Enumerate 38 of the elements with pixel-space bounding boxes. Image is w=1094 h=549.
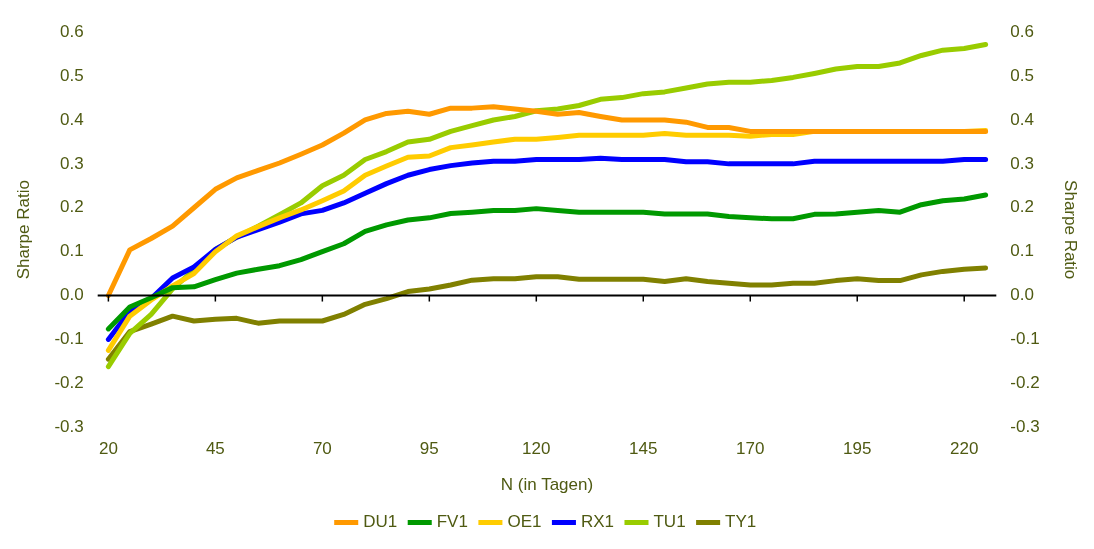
legend-label: TY1 <box>725 512 757 532</box>
x-tick-label: 45 <box>205 439 225 459</box>
y2-tick-label: 0.3 <box>1010 153 1034 173</box>
y2-tick-label: 0.2 <box>1010 197 1034 217</box>
legend-label: TU1 <box>653 512 686 532</box>
y-tick-label: -0.1 <box>54 329 84 349</box>
y2-axis-title: Sharpe Ratio <box>1061 180 1081 280</box>
y2-tick-label: 0.6 <box>1010 21 1034 41</box>
x-tick-label: 195 <box>843 439 872 459</box>
y2-tick-label: -0.3 <box>1010 416 1040 436</box>
y2-tick-label: 0.1 <box>1010 241 1034 261</box>
x-axis-title: N (in Tagen) <box>500 475 594 495</box>
y2-tick-label: 0.4 <box>1010 109 1034 129</box>
y2-tick-label: 0.0 <box>1010 285 1034 305</box>
y-tick-label: 0.2 <box>60 197 84 217</box>
y2-tick-label: 0.5 <box>1010 65 1034 85</box>
y2-tick-label: -0.1 <box>1010 329 1040 349</box>
x-tick-label: 220 <box>950 439 979 459</box>
legend-label: RX1 <box>580 512 614 532</box>
y-tick-label: 0.5 <box>60 65 84 85</box>
y-axis-title: Sharpe Ratio <box>13 180 33 280</box>
x-tick-label: 95 <box>419 439 439 459</box>
x-tick-label: 20 <box>98 439 118 459</box>
x-tick-label: 170 <box>736 439 765 459</box>
x-tick-label: 145 <box>629 439 658 459</box>
x-tick-label: 120 <box>522 439 551 459</box>
y-tick-label: -0.2 <box>54 373 84 392</box>
y-tick-label: 0.1 <box>60 241 84 261</box>
legend-label: FV1 <box>436 512 468 532</box>
y-tick-label: 0.6 <box>60 21 84 41</box>
x-tick-label: 70 <box>312 439 332 459</box>
legend-label: OE1 <box>507 512 542 532</box>
y2-tick-label: -0.2 <box>1010 373 1040 392</box>
legend-label: DU1 <box>363 512 398 532</box>
y-tick-label: 0.4 <box>60 109 84 129</box>
y-tick-label: 0.0 <box>60 285 84 305</box>
y-tick-label: -0.3 <box>54 416 84 436</box>
y-tick-label: 0.3 <box>60 153 84 173</box>
